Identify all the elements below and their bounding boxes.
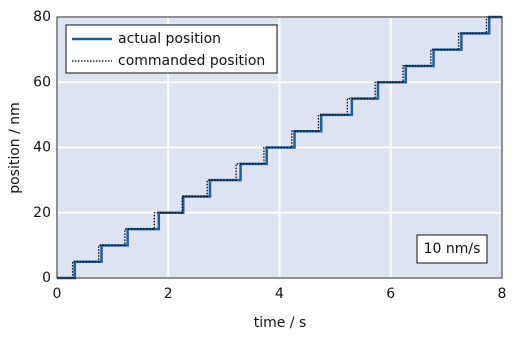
y-tick-label: 20 (33, 205, 51, 221)
legend-label: actual position (118, 31, 221, 47)
x-axis-label: time / s (254, 315, 307, 331)
x-tick-label: 6 (386, 286, 395, 302)
legend-label: commanded position (118, 53, 265, 69)
legend: actual position commanded position (65, 24, 278, 74)
plot-frame (56, 16, 503, 279)
y-tick-label: 0 (42, 270, 51, 286)
annotation: 10 nm/s (424, 241, 481, 257)
y-axis-label: position / nm (7, 102, 23, 194)
x-tick-label: 8 (498, 286, 507, 302)
annotation-box (416, 234, 488, 264)
x-tick-label: 2 (164, 286, 173, 302)
x-tick-label: 4 (275, 286, 284, 302)
y-tick-label: 40 (33, 140, 51, 156)
series-line (57, 16, 502, 279)
legend-box (65, 24, 278, 74)
y-tick-label: 80 (33, 9, 51, 25)
y-tick-label: 60 (33, 74, 51, 90)
x-tick-label: 0 (53, 286, 62, 302)
